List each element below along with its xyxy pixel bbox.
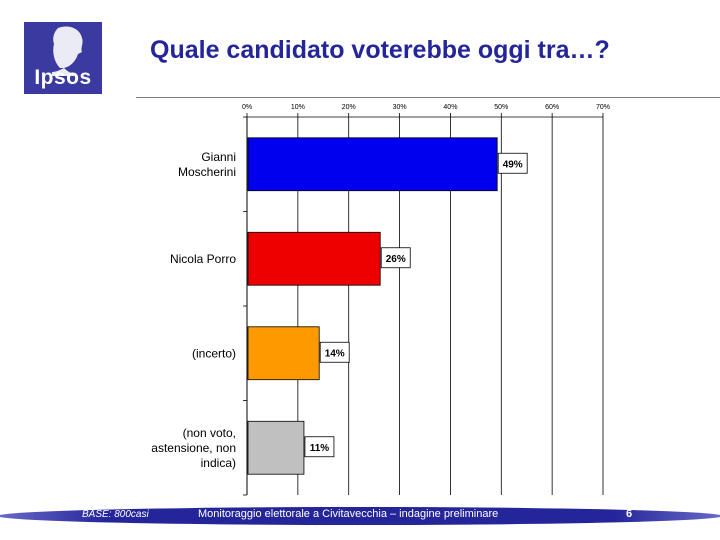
x-tick-label: 40% bbox=[443, 104, 457, 111]
category-label: astensione, non bbox=[151, 441, 236, 455]
ipsos-logo: Ipsos bbox=[24, 22, 102, 94]
bar-chart: 0% 10% 20% 30% 40% 50% 60% 70% 49% GianniMoscheri… bbox=[151, 104, 610, 496]
x-tick-label: 50% bbox=[494, 104, 508, 111]
logo-wordmark: Ipsos bbox=[34, 66, 92, 89]
data-label-box bbox=[497, 152, 528, 174]
data-label: 11% bbox=[310, 443, 330, 454]
category-label: (incerto) bbox=[192, 346, 236, 360]
data-label: 26% bbox=[386, 254, 406, 265]
x-tick-label: 30% bbox=[393, 104, 407, 111]
footer-caption: Monitoraggio elettorale a Civitavecchia … bbox=[198, 508, 499, 520]
data-label: 49% bbox=[503, 159, 523, 170]
x-tick-label: 10% bbox=[291, 104, 305, 111]
category-label: Moscherini bbox=[178, 165, 236, 179]
x-tick-label: 70% bbox=[596, 104, 610, 111]
bar bbox=[247, 137, 498, 192]
title-divider bbox=[136, 97, 720, 98]
category-label: Gianni bbox=[201, 150, 236, 164]
bar bbox=[247, 326, 320, 381]
footer-base-note: BASE: 800casi bbox=[82, 509, 149, 520]
data-label-box bbox=[304, 436, 335, 458]
data-label-box bbox=[380, 247, 411, 269]
category-label: Nicola Porro bbox=[170, 252, 236, 266]
x-tick-label: 0% bbox=[242, 104, 252, 111]
footer-band bbox=[0, 507, 720, 525]
page-title: Quale candidato voterebbe oggi tra…? bbox=[150, 36, 610, 64]
category-label: (non voto, bbox=[183, 426, 236, 440]
x-tick-label: 20% bbox=[342, 104, 356, 111]
page-number: 6 bbox=[626, 508, 633, 520]
data-label: 14% bbox=[325, 348, 345, 359]
category-label: indica) bbox=[201, 456, 236, 470]
bar bbox=[247, 231, 381, 286]
bar bbox=[247, 420, 305, 475]
data-label-box bbox=[319, 341, 350, 363]
x-tick-label: 60% bbox=[545, 104, 559, 111]
